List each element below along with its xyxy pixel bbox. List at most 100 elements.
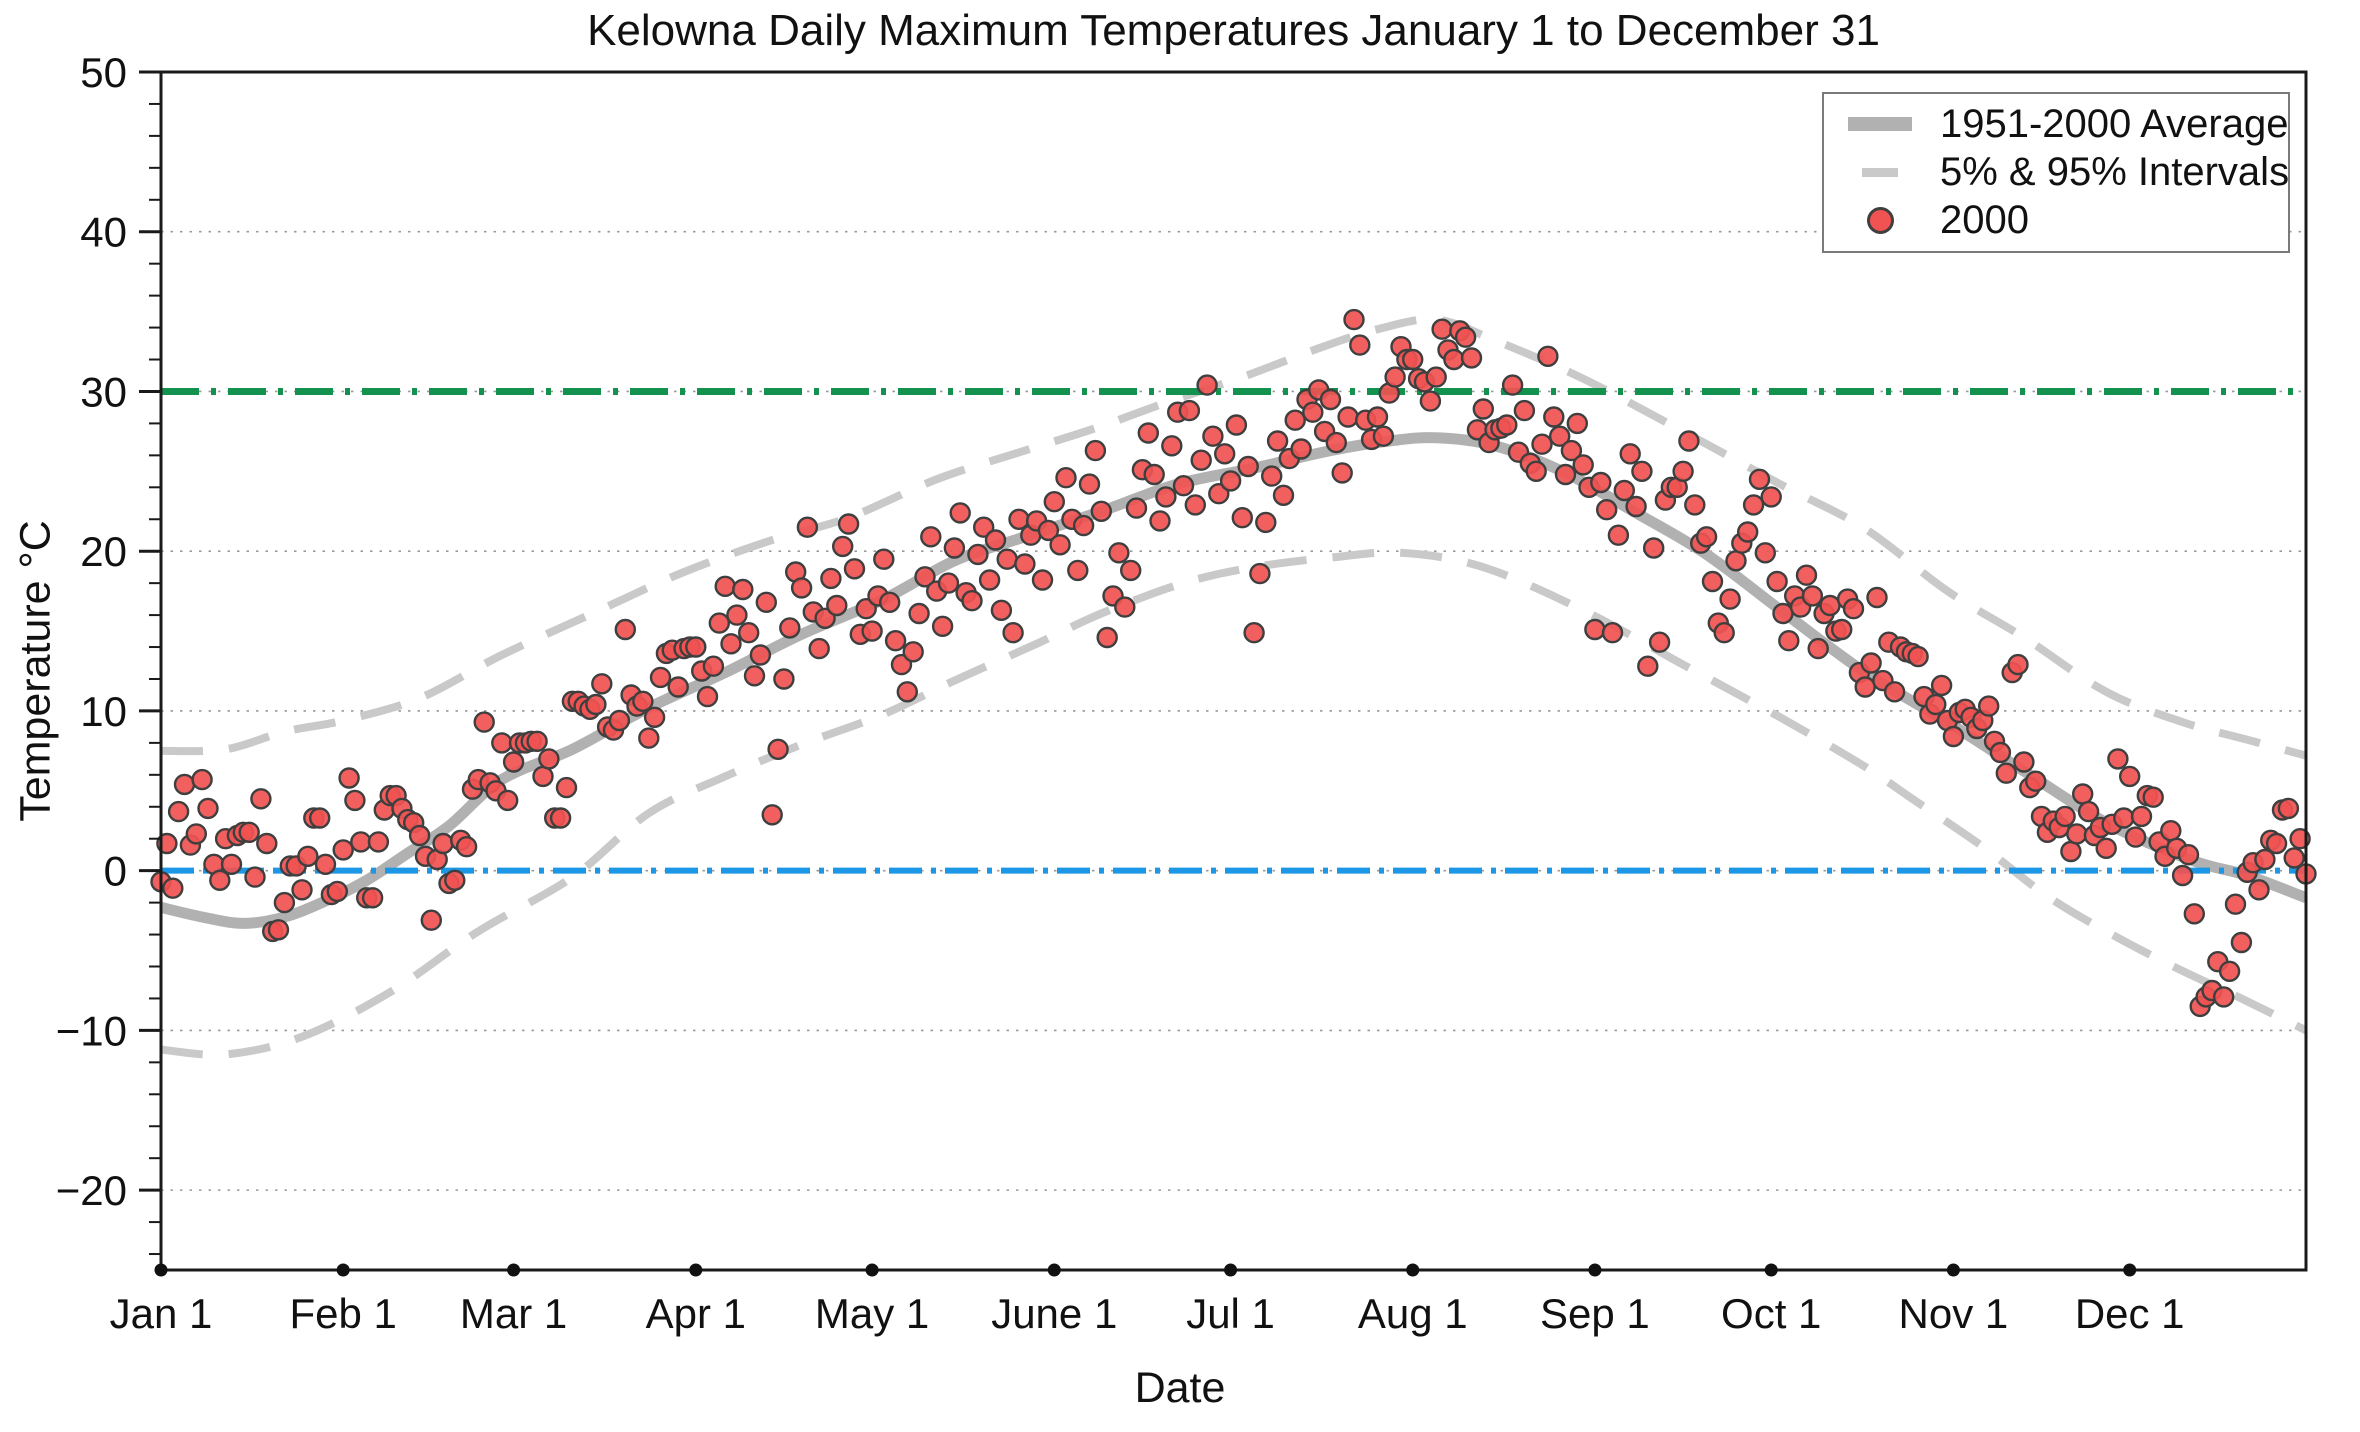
legend-row-2000: 2000 [1824, 198, 2288, 243]
data-point [314, 853, 337, 875]
data-point [920, 526, 942, 548]
data-point [2177, 844, 2200, 866]
data-point [2013, 751, 2035, 773]
data-point [773, 668, 795, 690]
data-point [755, 591, 777, 613]
data-point [1742, 494, 1765, 516]
data-point [1325, 431, 1348, 454]
data-point [843, 558, 866, 580]
data-point [2107, 748, 2129, 770]
data-point [879, 591, 901, 613]
data-point [367, 831, 390, 853]
x-tick-label: Apr 1 [646, 1290, 746, 1337]
data-point [2183, 903, 2206, 925]
data-point [250, 788, 272, 810]
data-point [826, 594, 848, 617]
data-point [297, 845, 319, 867]
data-point [996, 548, 1018, 570]
scatter-series-2000 [150, 308, 2317, 1018]
x-tick-label: Jul 1 [1186, 1290, 1275, 1337]
data-point [1560, 439, 1583, 462]
data-point [2130, 805, 2153, 828]
y-tick-label: 30 [80, 368, 127, 415]
data-point [1196, 374, 1218, 396]
data-point [2283, 847, 2305, 869]
data-point [585, 693, 607, 716]
data-point [256, 832, 278, 855]
data-point [808, 637, 830, 660]
data-point [2265, 832, 2288, 855]
x-tick-label: Dec 1 [2075, 1290, 2185, 1337]
data-point [1208, 483, 1230, 505]
data-point [1114, 596, 1136, 618]
data-point [1795, 564, 1818, 586]
data-point [1830, 618, 1853, 641]
data-point [649, 666, 672, 689]
data-point [1290, 438, 1312, 460]
data-point [344, 789, 366, 812]
data-point [2060, 840, 2082, 863]
data-point [1443, 348, 1465, 371]
data-point [1349, 334, 1371, 356]
data-point [708, 612, 730, 634]
data-point [473, 711, 495, 733]
data-point [638, 727, 660, 749]
data-point [1231, 507, 1254, 529]
data-point [1678, 430, 1700, 452]
data-point [1719, 588, 1741, 610]
data-point [614, 618, 636, 641]
y-tick-label: 10 [80, 688, 127, 735]
data-point [1642, 537, 1665, 559]
data-point [1942, 725, 1965, 748]
scatter-dot-swatch [1838, 207, 1922, 235]
data-point [1548, 425, 1571, 447]
data-point [1090, 500, 1113, 522]
data-point [2007, 653, 2029, 676]
data-point [1149, 510, 1171, 532]
data-point [896, 681, 918, 703]
month-tick-dot [689, 1263, 703, 1277]
data-point [1178, 399, 1201, 422]
data-point [191, 768, 213, 791]
data-point [1772, 602, 1794, 625]
data-point [1161, 435, 1183, 457]
data-point [1907, 645, 1929, 668]
x-tick-label: May 1 [815, 1290, 929, 1337]
x-tick-label: Oct 1 [1721, 1290, 1821, 1337]
data-point [455, 836, 478, 858]
data-point [1337, 406, 1359, 428]
data-point [1613, 479, 1636, 502]
data-point [1401, 348, 1424, 371]
data-point [532, 765, 554, 788]
data-point [1055, 467, 1077, 489]
data-point [1172, 475, 1195, 497]
data-point [1343, 308, 1365, 331]
data-point [1601, 622, 1624, 644]
data-point [1778, 630, 1800, 652]
x-tick-label: Nov 1 [1899, 1290, 2009, 1337]
y-tick-label: −20 [56, 1167, 127, 1214]
data-point [2254, 848, 2276, 871]
data-point [2248, 879, 2270, 901]
data-point [361, 887, 384, 909]
data-point [1284, 409, 1306, 431]
data-point [326, 880, 348, 903]
interval-5-curve [161, 548, 2306, 1059]
data-point [1754, 542, 1777, 564]
y-tick-label: 40 [80, 209, 127, 256]
data-point [1925, 693, 1947, 716]
data-point [1067, 559, 1089, 582]
data-point [1460, 347, 1483, 369]
data-point [984, 529, 1007, 551]
data-point [1225, 414, 1248, 436]
data-point [1543, 406, 1565, 428]
data-point [350, 831, 372, 853]
data-point [738, 622, 760, 644]
data-point [931, 615, 954, 637]
data-point [2024, 770, 2047, 792]
x-tick-label: Aug 1 [1358, 1290, 1468, 1337]
data-point [1637, 655, 1659, 677]
data-point [2218, 960, 2241, 982]
data-point [1049, 534, 1071, 556]
